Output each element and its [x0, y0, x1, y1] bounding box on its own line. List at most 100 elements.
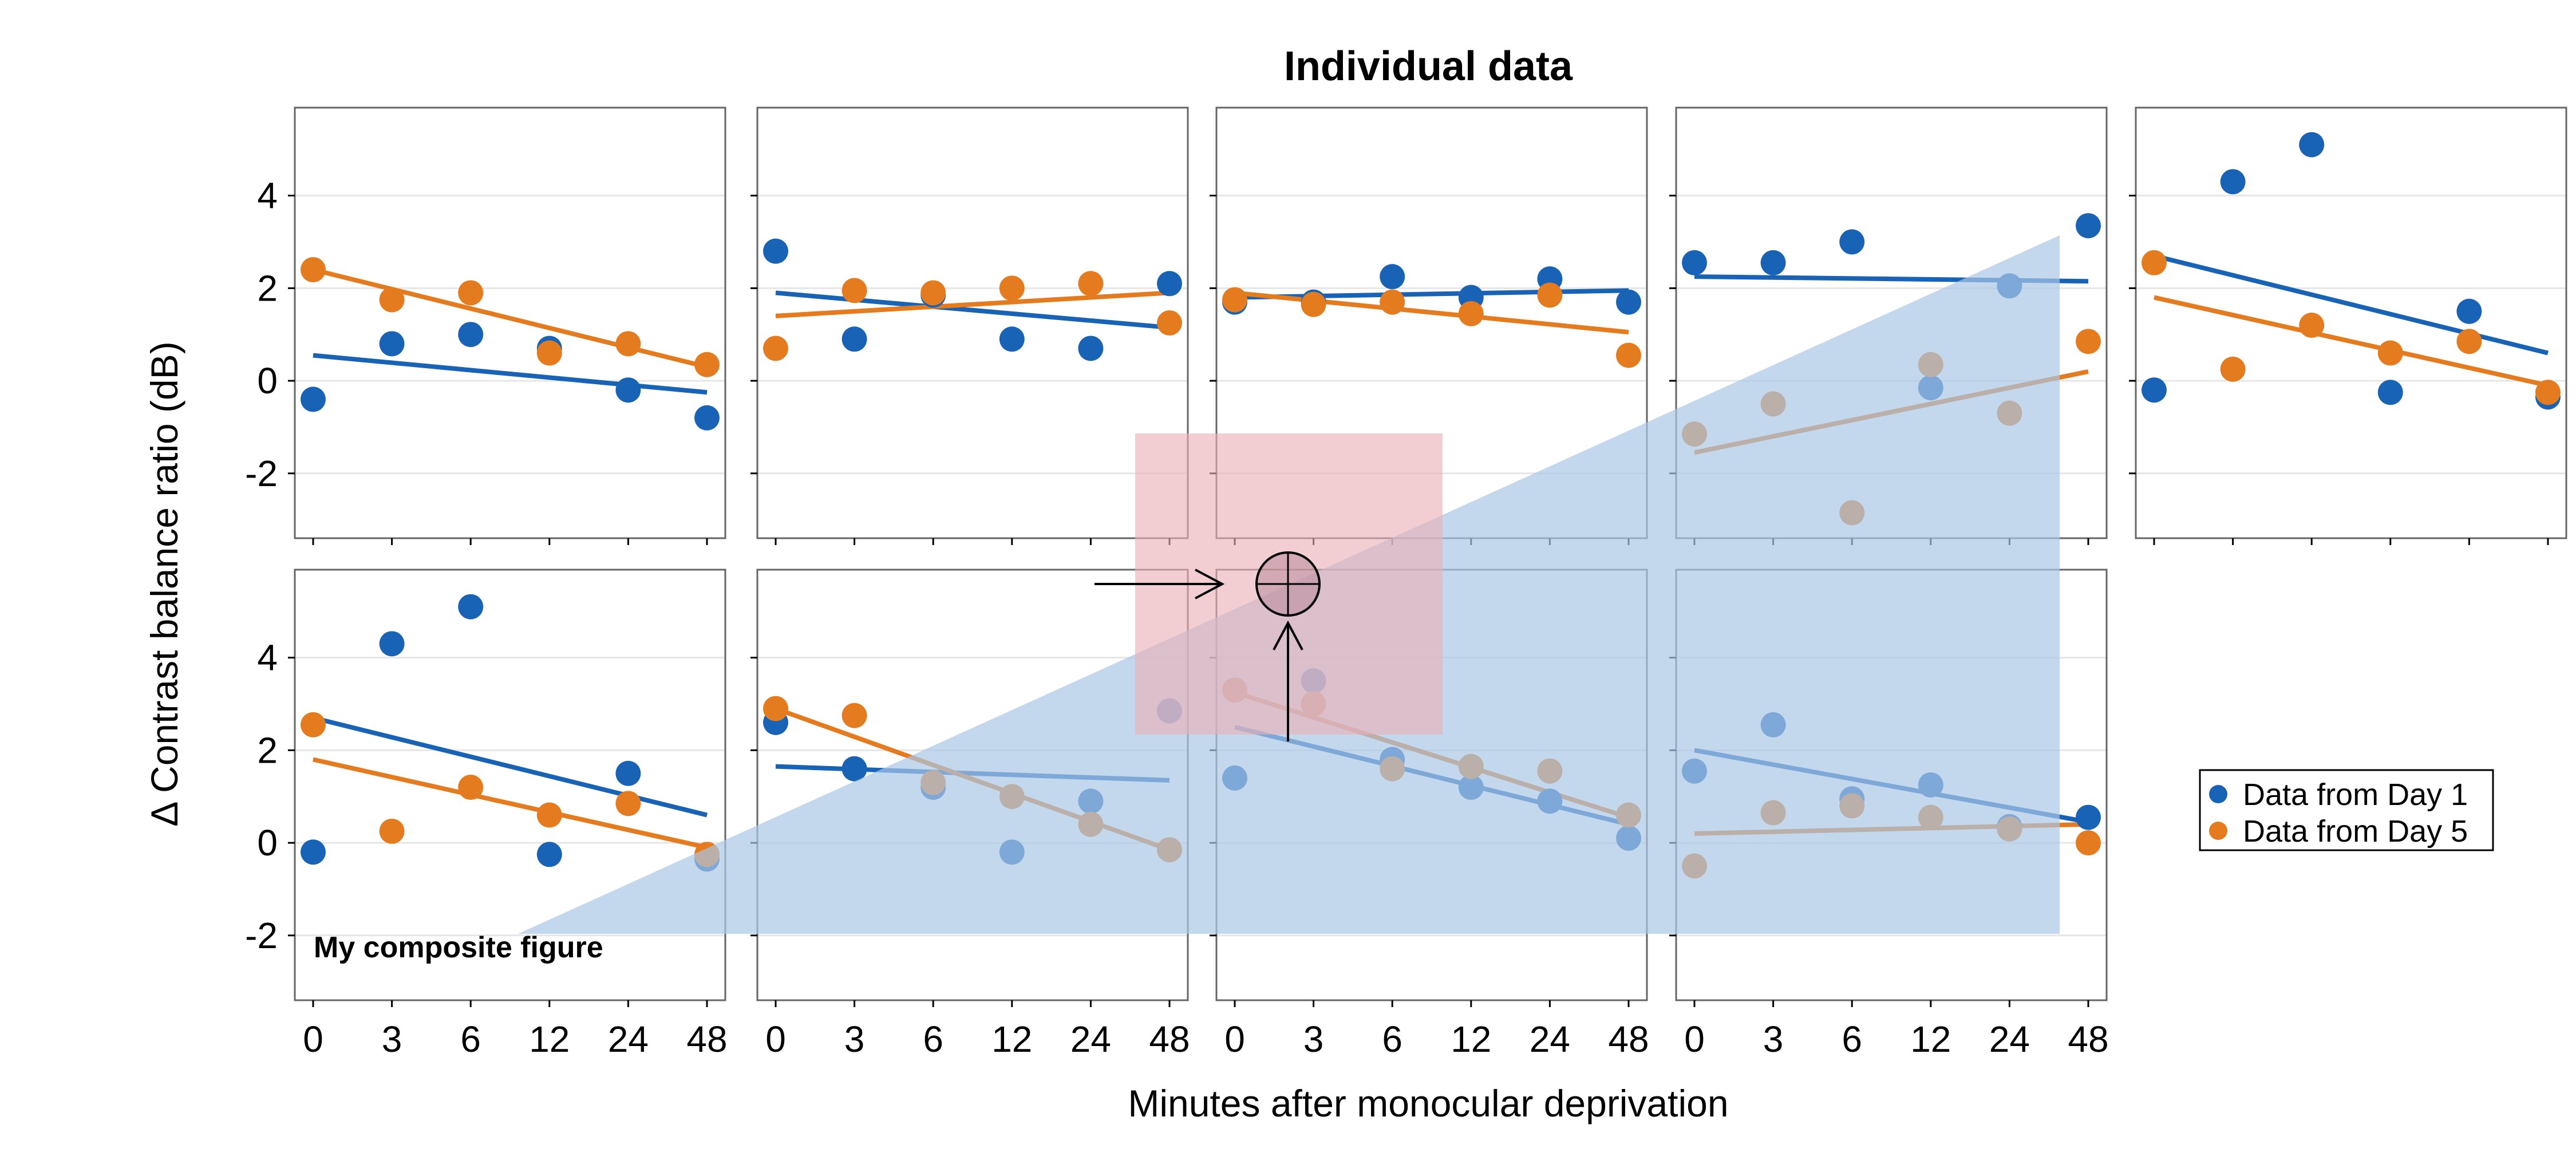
panel-p5	[2129, 106, 2567, 545]
x-tick-label: 6	[1382, 1019, 1402, 1060]
fit-line	[1234, 288, 1629, 300]
data-point	[2076, 213, 2101, 239]
fit-line	[2154, 295, 2549, 388]
x-axis-label: Minutes after monocular deprivation	[1128, 1082, 1728, 1124]
data-point	[763, 336, 788, 361]
x-tick-label: 0	[765, 1019, 786, 1060]
data-point	[841, 278, 867, 303]
arrow-horizontal-head	[1195, 569, 1225, 599]
y-tick-label: 2	[257, 267, 278, 309]
legend-day5-marker	[2209, 822, 2227, 840]
data-point	[536, 340, 562, 366]
data-point	[1078, 271, 1104, 297]
data-point	[999, 275, 1025, 301]
data-point	[2076, 804, 2101, 830]
data-point	[2142, 250, 2167, 275]
data-point	[1616, 342, 1641, 368]
data-point	[1760, 250, 1786, 275]
y-tick-label: 0	[257, 822, 278, 863]
panel-frame	[294, 106, 726, 539]
x-tick-label: 48	[686, 1019, 727, 1060]
data-point	[1222, 287, 1247, 313]
data-point	[2076, 329, 2101, 354]
x-tick-label: 48	[2068, 1019, 2108, 1060]
data-point	[1301, 291, 1326, 317]
data-point	[2299, 313, 2325, 338]
data-point	[1157, 271, 1182, 297]
data-point	[841, 756, 867, 782]
fit-line	[313, 757, 708, 850]
x-tick-label: 48	[1149, 1019, 1190, 1060]
data-point	[694, 405, 720, 431]
x-tick-label: 24	[608, 1019, 649, 1060]
x-tick-label: 0	[1224, 1019, 1245, 1060]
y-tick-label: 2	[257, 729, 278, 771]
arrow-vertical-head	[1273, 620, 1303, 650]
data-point	[458, 775, 484, 800]
data-point	[2142, 377, 2167, 403]
data-point	[694, 352, 720, 377]
panel-p1: 4 2 0 -2	[245, 106, 726, 545]
data-point	[2377, 380, 2403, 405]
y-tick-label: 4	[257, 175, 278, 216]
data-point	[536, 802, 562, 828]
y-tick-label: 4	[257, 637, 278, 678]
fit-line	[313, 267, 708, 369]
y-tick-label: -2	[245, 915, 278, 956]
x-tick-label: 24	[1070, 1019, 1111, 1060]
figure-title: Individual data	[1284, 44, 1573, 89]
data-point	[2456, 298, 2482, 324]
y-tick-label: 0	[257, 360, 278, 401]
data-point	[301, 839, 326, 865]
fit-line	[313, 715, 708, 818]
x-tick-label: 3	[1763, 1019, 1784, 1060]
data-point	[2220, 169, 2246, 195]
data-point	[615, 791, 641, 816]
composite-caption: My composite figure	[314, 931, 603, 964]
legend-day1-label: Data from Day 1	[2243, 778, 2468, 812]
data-point	[458, 594, 484, 619]
data-point	[1458, 301, 1484, 326]
legend: Data from Day 1 Data from Day 5	[2199, 769, 2494, 851]
fit-line	[775, 290, 1170, 330]
data-point	[379, 287, 405, 313]
x-tick-label: 24	[1989, 1019, 2030, 1060]
x-tick-label: 12	[1910, 1019, 1951, 1060]
data-point	[1157, 310, 1182, 336]
legend-day1-marker	[2209, 785, 2227, 803]
data-point	[379, 331, 405, 357]
data-point	[763, 238, 788, 264]
data-point	[2299, 132, 2325, 157]
data-point	[2456, 329, 2482, 354]
data-point	[920, 280, 946, 306]
data-point	[615, 377, 641, 403]
data-point	[1682, 250, 1707, 275]
data-point	[999, 326, 1025, 352]
panel-frame	[756, 106, 1189, 539]
data-point	[763, 696, 788, 721]
data-point	[458, 322, 484, 348]
x-tick-label: 12	[529, 1019, 570, 1060]
x-tick-label: 3	[1303, 1019, 1324, 1060]
fit-line	[2154, 253, 2549, 356]
x-tick-label: 0	[303, 1019, 323, 1060]
x-tick-label: 6	[923, 1019, 943, 1060]
data-point	[379, 818, 405, 844]
data-point	[1380, 289, 1405, 315]
x-tick-label: 12	[991, 1019, 1032, 1060]
y-tick-label: -2	[245, 453, 278, 494]
x-tick-label: 0	[1684, 1019, 1705, 1060]
data-point	[536, 842, 562, 867]
x-tick-label: 12	[1451, 1019, 1491, 1060]
data-point	[615, 760, 641, 786]
fit-line	[1234, 290, 1629, 335]
data-point	[615, 331, 641, 357]
x-tick-label: 6	[460, 1019, 481, 1060]
data-point	[1380, 264, 1405, 290]
data-point	[379, 631, 405, 657]
x-tick-label: 48	[1608, 1019, 1649, 1060]
panel-p2	[750, 106, 1189, 545]
data-point	[841, 703, 867, 728]
data-point	[2220, 356, 2246, 382]
